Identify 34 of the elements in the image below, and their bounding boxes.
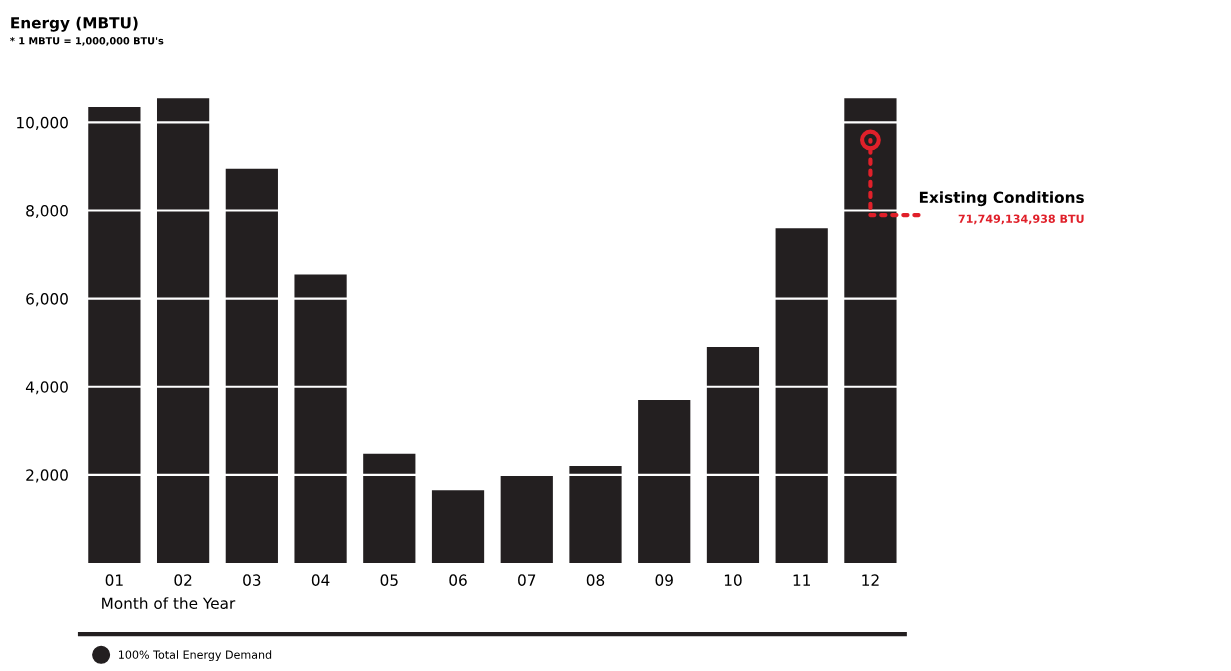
bar [88, 106, 141, 563]
x-tick-label: 05 [380, 574, 398, 586]
bar [706, 347, 760, 563]
bar [500, 475, 553, 563]
x-tick-label: 12 [862, 574, 879, 586]
x-tick-label: 06 [449, 574, 467, 586]
x-tick-label: 09 [655, 574, 673, 586]
x-tick-label: 07 [518, 574, 536, 586]
y-tick-label: 4,000 [25, 381, 68, 395]
y-tick-label: 2,000 [26, 469, 68, 483]
legend-label: 100% Total Energy Demand [119, 650, 272, 661]
y-tick-label: 6,000 [26, 293, 68, 307]
bar [431, 490, 485, 563]
chart-subtitle: * 1 MBTU = 1,000,000 BTU's [10, 37, 164, 46]
x-tick-label: 11 [793, 574, 810, 586]
x-tick-label: 03 [243, 574, 261, 586]
text: 71,749,134,938 BTU [958, 214, 1084, 225]
bar [156, 98, 210, 563]
bar [638, 399, 691, 563]
chart-title: Energy (MBTU) [11, 16, 138, 32]
bar [225, 168, 278, 563]
annotation: Existing Conditions [919, 191, 1084, 207]
x-tick-label: 01 [105, 574, 123, 586]
y-tick-label: 10,000 [17, 116, 68, 130]
x-axis-title: Month of the Year [102, 597, 236, 610]
bar [294, 274, 347, 563]
x-tick-label: 02 [174, 574, 192, 586]
bar [775, 228, 828, 563]
bar [569, 466, 622, 563]
x-tick-label: 04 [311, 574, 330, 586]
x-tick-label: 08 [586, 574, 605, 586]
y-tick-label: 8,000 [26, 204, 68, 219]
x-tick-label: 10 [724, 574, 742, 586]
bar [363, 453, 416, 563]
